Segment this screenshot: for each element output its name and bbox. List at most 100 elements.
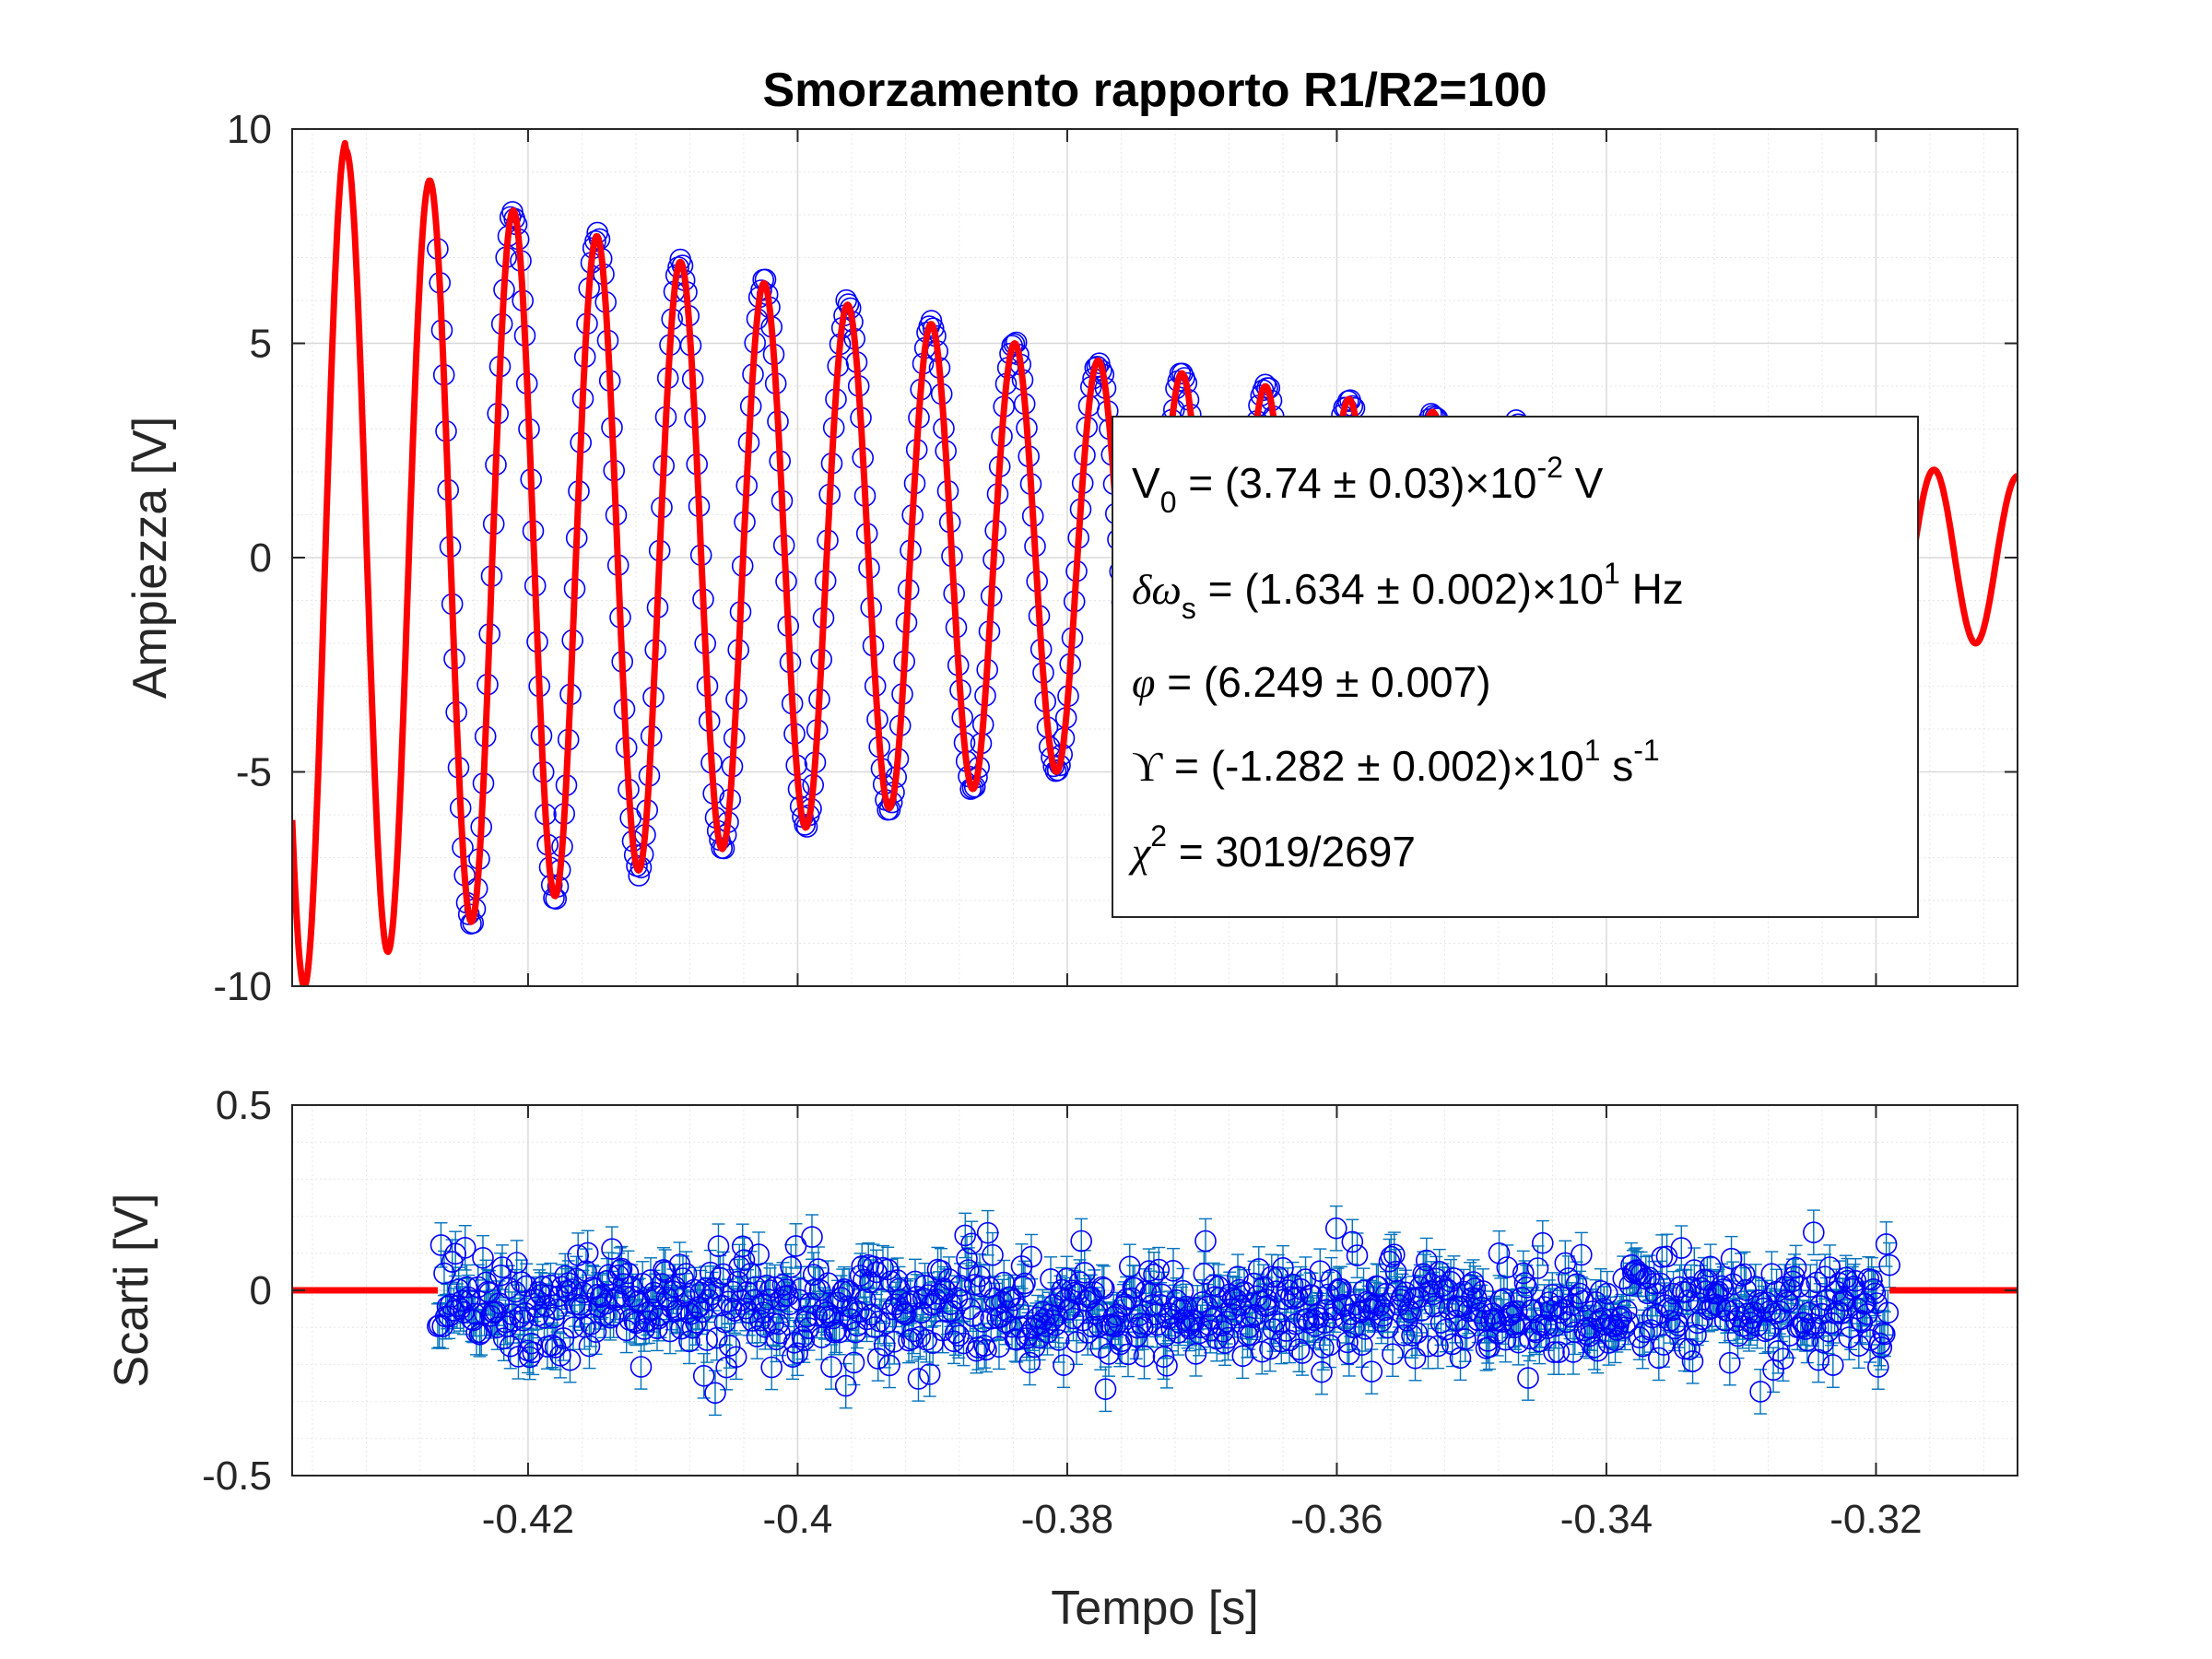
residual-point bbox=[620, 1276, 642, 1298]
residual-point bbox=[1733, 1263, 1756, 1286]
residual-point bbox=[947, 1324, 970, 1347]
residual-point bbox=[1156, 1355, 1178, 1377]
residual-point bbox=[1803, 1221, 1825, 1243]
residual-point bbox=[1507, 1331, 1530, 1354]
residual-point bbox=[638, 1310, 661, 1333]
residual-point bbox=[1848, 1335, 1870, 1357]
residual-point bbox=[492, 1327, 515, 1349]
residual-point bbox=[1543, 1341, 1565, 1363]
residual-point bbox=[659, 1320, 681, 1343]
residual-point bbox=[453, 1237, 477, 1259]
residual-point bbox=[1393, 1324, 1416, 1347]
residual-point bbox=[1311, 1360, 1333, 1383]
x-tick-label: -0.34 bbox=[1560, 1497, 1653, 1542]
residual-point bbox=[900, 1328, 924, 1350]
residual-point bbox=[722, 1280, 745, 1303]
residual-point bbox=[1309, 1260, 1332, 1282]
residual-point bbox=[1678, 1338, 1700, 1360]
residual-point bbox=[524, 1288, 546, 1311]
residual-point bbox=[681, 1317, 704, 1339]
residual-point bbox=[1191, 1291, 1214, 1313]
fit-parameters-box: V0 = (3.74 ± 0.03)×10-2 V δωs = (1.634 ±… bbox=[1112, 416, 1919, 918]
residual-point bbox=[1583, 1336, 1606, 1359]
residual-point bbox=[1416, 1249, 1438, 1272]
residual-point bbox=[1610, 1305, 1633, 1328]
residual-point bbox=[1194, 1230, 1217, 1253]
residual-point bbox=[1771, 1347, 1794, 1370]
residual-point bbox=[960, 1232, 982, 1255]
residual-point bbox=[1584, 1291, 1607, 1313]
residual-point bbox=[1336, 1331, 1359, 1354]
residual-point bbox=[954, 1224, 976, 1247]
residual-point bbox=[950, 1289, 973, 1312]
residual-point bbox=[1145, 1303, 1167, 1326]
residual-point bbox=[995, 1300, 1018, 1323]
residual-point bbox=[549, 1345, 571, 1367]
residual-point bbox=[1700, 1297, 1724, 1319]
residual-point bbox=[522, 1341, 545, 1364]
residual-point bbox=[491, 1256, 513, 1278]
residual-point bbox=[475, 1271, 498, 1294]
residual-point bbox=[1745, 1276, 1767, 1298]
legend-line-v0: V0 = (3.74 ± 0.03)×10-2 V bbox=[1132, 451, 1604, 519]
residual-point bbox=[1330, 1277, 1352, 1300]
x-axis-label: Tempo [s] bbox=[1051, 1582, 1258, 1635]
residual-point bbox=[973, 1335, 995, 1357]
residual-point bbox=[1352, 1279, 1375, 1302]
residual-point bbox=[1547, 1341, 1571, 1363]
residual-point bbox=[883, 1331, 906, 1353]
residual-point bbox=[827, 1291, 849, 1314]
residual-point bbox=[617, 1262, 640, 1285]
residual-point bbox=[1685, 1324, 1707, 1347]
residual-point bbox=[1541, 1284, 1564, 1306]
legend-line-upsilon: ϒ = (-1.282 ± 0.002)×101 s-1 bbox=[1132, 734, 1660, 790]
residual-point bbox=[1472, 1280, 1494, 1302]
residual-point bbox=[1441, 1333, 1464, 1356]
residual-point bbox=[878, 1354, 900, 1377]
residual-point bbox=[1315, 1299, 1338, 1321]
residual-point bbox=[847, 1300, 870, 1323]
residual-point bbox=[1401, 1324, 1423, 1347]
data-point bbox=[1003, 333, 1026, 356]
residual-point bbox=[933, 1277, 956, 1300]
residual-point bbox=[1014, 1272, 1036, 1295]
residual-point bbox=[782, 1346, 804, 1368]
y-tick-label: -5 bbox=[236, 750, 272, 795]
residual-point bbox=[1560, 1294, 1583, 1316]
residual-point bbox=[1171, 1279, 1194, 1302]
residual-point bbox=[433, 1262, 455, 1285]
top-tick-marks bbox=[292, 128, 2018, 987]
residual-point bbox=[1596, 1282, 1618, 1305]
residual-point bbox=[744, 1276, 767, 1299]
residual-point bbox=[1183, 1310, 1206, 1333]
data-point bbox=[1086, 355, 1109, 378]
residual-point bbox=[946, 1287, 969, 1310]
residual-point bbox=[1012, 1276, 1034, 1298]
residual-point bbox=[1338, 1343, 1360, 1365]
residual-point bbox=[509, 1306, 532, 1328]
residual-point bbox=[569, 1294, 591, 1316]
residual-point bbox=[1047, 1329, 1070, 1351]
residual-point bbox=[831, 1280, 854, 1302]
residual-point bbox=[589, 1286, 612, 1309]
top-y-axis-label: Ampiezza [V] bbox=[124, 417, 177, 699]
residual-point bbox=[1515, 1277, 1538, 1299]
top-data-layer bbox=[292, 139, 2018, 986]
data-point bbox=[961, 777, 984, 799]
x-tick-label: -0.42 bbox=[482, 1497, 574, 1542]
residual-point bbox=[920, 1294, 943, 1316]
residual-point bbox=[692, 1365, 715, 1387]
residual-point bbox=[1799, 1276, 1822, 1299]
residual-point bbox=[533, 1307, 556, 1329]
residual-point bbox=[1291, 1342, 1313, 1364]
residual-point bbox=[704, 1382, 726, 1405]
residual-point bbox=[1147, 1258, 1171, 1281]
residual-point bbox=[1788, 1276, 1810, 1298]
residual-point bbox=[957, 1259, 980, 1281]
residual-point bbox=[873, 1334, 896, 1357]
residual-point bbox=[1711, 1275, 1733, 1298]
bottom-y-axis-label: Scarti [V] bbox=[105, 1194, 159, 1388]
residual-point bbox=[840, 1308, 862, 1330]
residual-point bbox=[1417, 1335, 1440, 1358]
residual-point bbox=[1380, 1245, 1403, 1268]
